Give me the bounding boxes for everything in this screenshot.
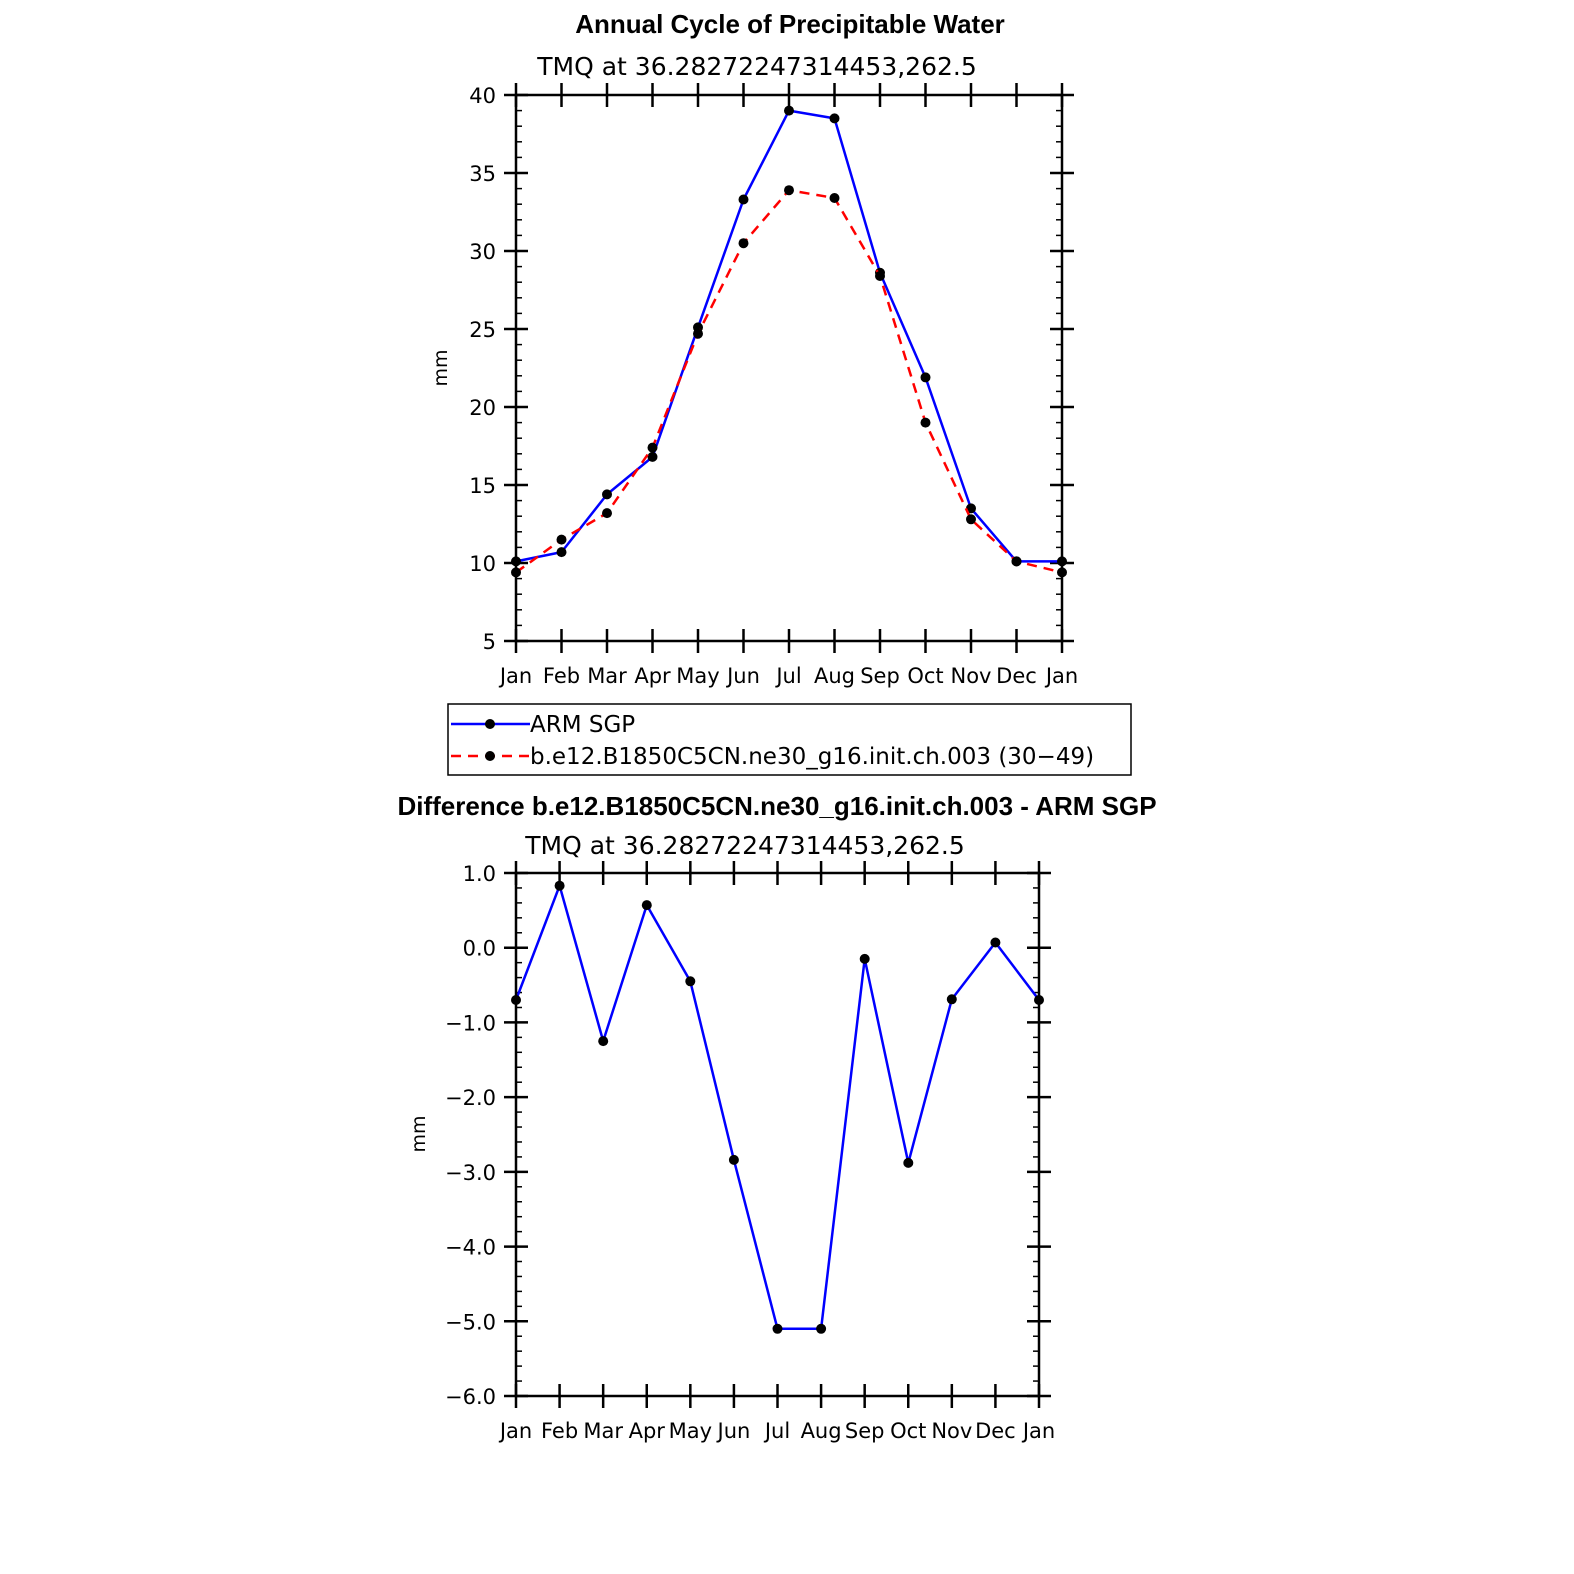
x-tick-label: Jun	[725, 664, 760, 688]
y-tick-labels: 5 10 15 20 25 30 35 40	[469, 84, 496, 654]
data-point	[859, 953, 870, 964]
x-tick-label: Sep	[860, 664, 900, 688]
y-tick-label: −4.0	[445, 1236, 496, 1260]
y-tick-label: 35	[469, 162, 496, 186]
chart-difference: Difference b.e12.B1850C5CN.ne30_g16.init…	[397, 791, 1156, 1443]
data-point	[556, 534, 567, 545]
chart-annual-cycle: Annual Cycle of Precipitable Water TMQ a…	[430, 9, 1078, 688]
x-tick-labels: Jan Feb Mar Apr May Jun Jul Aug Sep Oct Nov Dec Jan	[498, 1419, 1055, 1443]
data-point	[875, 271, 885, 281]
data-point	[556, 547, 567, 558]
data-point	[920, 372, 931, 383]
y-tick-label: 30	[469, 240, 496, 264]
x-tick-label: Jan	[498, 1419, 532, 1443]
x-tick-label: Dec	[996, 664, 1037, 688]
y-tick-label: 1.0	[463, 862, 496, 886]
data-point	[738, 194, 749, 205]
x-tick-label: Mar	[583, 1419, 623, 1443]
data-point	[966, 514, 976, 525]
y-tick-label: −5.0	[445, 1310, 496, 1334]
x-tick-label: Aug	[801, 1419, 842, 1443]
data-point	[903, 1157, 914, 1168]
data-point	[602, 508, 612, 519]
data-point	[693, 328, 703, 339]
data-point	[602, 489, 612, 500]
y-tick-label: 10	[469, 552, 496, 576]
y-tick-label: 0.0	[463, 937, 496, 961]
x-tick-label: Mar	[587, 664, 627, 688]
legend-marker-model	[485, 751, 495, 761]
legend-marker-arm	[485, 719, 495, 729]
chart-subtitle: TMQ at 36.28272247314453,262.5	[524, 831, 965, 860]
y-tick-label: −3.0	[445, 1161, 496, 1185]
series-group	[511, 105, 1067, 578]
chart-subtitle: TMQ at 36.28272247314453,262.5	[536, 52, 977, 81]
plot-frame	[514, 93, 1064, 643]
y-tick-label: −6.0	[445, 1385, 496, 1409]
legend-label-model: b.e12.B1850C5CN.ne30_g16.init.ch.003 (30…	[530, 744, 1094, 770]
x-tick-labels: Jan Feb Mar Apr May Jun Jul Aug Sep Oct Nov Dec Jan	[498, 664, 1078, 688]
data-point	[554, 880, 565, 891]
legend-label-arm: ARM SGP	[530, 712, 635, 738]
chart-title: Difference b.e12.B1850C5CN.ne30_g16.init…	[397, 791, 1156, 821]
x-tick-label: Apr	[629, 1419, 666, 1443]
data-point	[647, 451, 658, 462]
x-tick-label: May	[676, 664, 719, 688]
x-tick-label: Jul	[774, 664, 801, 688]
y-tick-label: −2.0	[445, 1086, 496, 1110]
data-point	[641, 900, 652, 911]
data-point	[829, 193, 840, 203]
legend: ARM SGP b.e12.B1850C5CN.ne30_g16.init.ch…	[447, 703, 1132, 776]
y-tick-label: −1.0	[445, 1011, 496, 1035]
axis-ticks	[504, 83, 1074, 653]
x-tick-label: Feb	[543, 664, 580, 688]
series-line-0	[515, 109, 1062, 563]
data-point	[647, 442, 658, 453]
data-point	[829, 113, 840, 124]
x-tick-label: Oct	[890, 1419, 926, 1443]
data-point	[784, 105, 794, 116]
y-tick-label: 5	[483, 630, 496, 654]
x-tick-label: Jan	[498, 664, 532, 688]
series-line-1	[515, 188, 1063, 574]
x-tick-label: Jan	[1021, 1419, 1055, 1443]
y-axis-label: mm	[430, 349, 452, 386]
series-group	[511, 880, 1044, 1334]
data-point	[966, 503, 976, 514]
x-tick-label: Sep	[845, 1419, 885, 1443]
data-point	[1011, 556, 1022, 567]
data-point	[738, 238, 749, 249]
x-tick-label: Feb	[541, 1419, 578, 1443]
y-tick-label: 20	[469, 396, 496, 420]
x-tick-label: Nov	[931, 1419, 972, 1443]
x-tick-label: Oct	[907, 664, 943, 688]
data-point	[816, 1323, 827, 1334]
y-tick-label: 15	[469, 474, 496, 498]
y-tick-label: 25	[469, 318, 496, 342]
plot-frame	[514, 871, 1041, 1398]
x-tick-label: Dec	[975, 1419, 1016, 1443]
legend-box	[447, 703, 1132, 776]
x-tick-label: Jul	[763, 1419, 790, 1443]
data-point	[990, 937, 1001, 948]
x-tick-label: Aug	[814, 664, 855, 688]
x-tick-label: Apr	[634, 664, 671, 688]
chart-title: Annual Cycle of Precipitable Water	[575, 9, 1005, 39]
x-tick-label: May	[669, 1419, 712, 1443]
data-point	[685, 976, 696, 987]
y-tick-label: 40	[469, 84, 496, 108]
x-tick-label: Jun	[716, 1419, 751, 1443]
data-point	[920, 417, 931, 428]
data-point	[772, 1323, 783, 1334]
series-line-0	[514, 884, 1040, 1331]
y-tick-labels: −6.0 −5.0 −4.0 −3.0 −2.0 −1.0 0.0 1.0	[445, 862, 496, 1409]
data-point	[598, 1036, 609, 1047]
data-point	[728, 1154, 739, 1165]
data-point	[946, 994, 957, 1005]
y-axis-label: mm	[408, 1115, 430, 1152]
x-tick-label: Jan	[1044, 664, 1078, 688]
x-tick-label: Nov	[951, 664, 992, 688]
data-point	[784, 185, 794, 196]
